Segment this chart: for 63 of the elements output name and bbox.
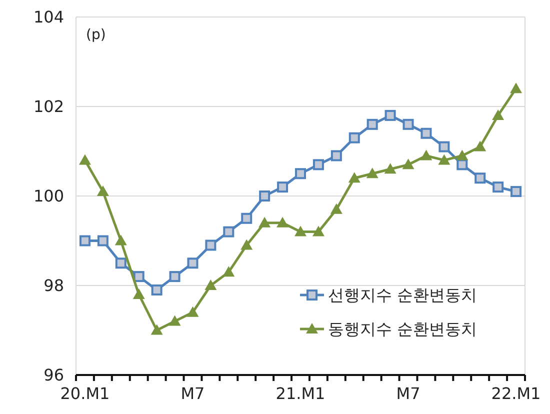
point [456,159,468,170]
y-tick-label: 102 [33,97,64,116]
point [187,258,198,269]
point [78,154,91,165]
point [312,226,324,236]
x-tick-label: 20.M1 [60,384,110,403]
point [366,118,378,130]
point [438,141,450,152]
point [150,324,163,335]
point [114,234,127,246]
point [474,140,486,152]
point [510,186,522,198]
y-tick-label: 98 [44,276,64,295]
point [330,203,342,214]
y-axis-title: (p) [86,27,106,43]
point [420,128,432,139]
point [97,235,108,246]
point [492,182,504,193]
point [348,132,360,144]
legend-label: 선행지수 순환변동치 [328,286,478,304]
point [277,182,288,193]
point [402,158,414,170]
point [169,271,180,282]
point [204,280,217,290]
point [295,168,306,180]
point [276,216,289,228]
point [168,315,181,326]
x-tick-label: 21.M1 [276,384,326,403]
point [259,190,270,202]
y-tick-label: 104 [33,8,64,26]
point [132,288,145,299]
point [384,163,396,174]
point [223,226,234,238]
point [222,266,235,277]
point [456,150,468,160]
y-tick-label: 96 [44,366,64,384]
point [366,168,378,178]
point [312,159,324,170]
point [330,150,342,162]
point [402,118,414,130]
point [438,154,450,165]
legend-label: 동행지수 순환변동치 [328,320,478,338]
point [474,172,486,184]
point [186,306,199,317]
point [258,216,271,228]
y-tick-label: 100 [33,186,64,206]
point [492,109,504,120]
point [384,110,396,121]
point [294,226,306,236]
point [240,239,253,250]
point [79,235,90,246]
point [348,172,360,183]
x-tick-label: 22.M1 [491,384,541,403]
point [241,212,252,224]
point [133,271,144,282]
point [151,284,162,296]
point [115,258,126,269]
point [510,82,522,94]
x-tick-label: M7 [396,384,420,403]
point [96,186,109,196]
x-tick-label: M7 [180,384,205,403]
point [420,150,432,160]
point [205,240,216,251]
